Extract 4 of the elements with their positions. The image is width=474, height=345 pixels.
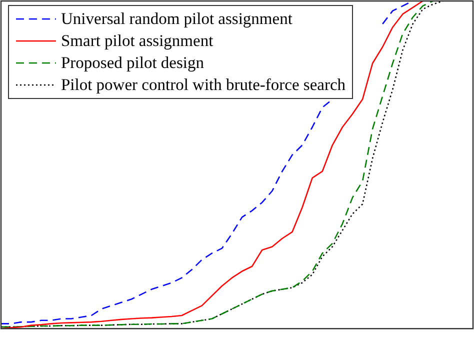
legend-label: Universal random pilot assignment (61, 8, 292, 30)
legend-label: Pilot power control with brute-force search (61, 74, 346, 96)
legend-label: Proposed pilot design (61, 52, 204, 74)
legend-label: Smart pilot assignment (61, 30, 214, 52)
